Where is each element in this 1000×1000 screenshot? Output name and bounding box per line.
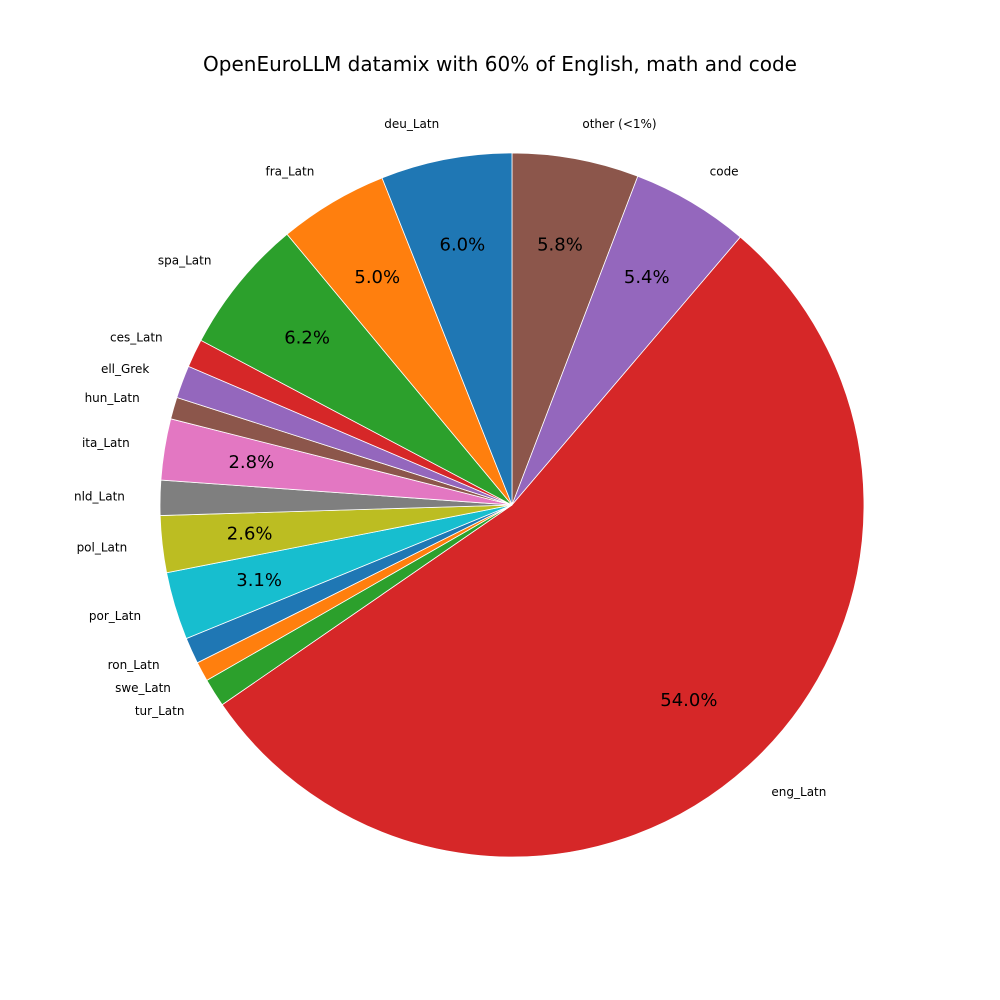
- pie-slice-spa-latn: [200, 233, 513, 506]
- pie-slice-other-1: [511, 152, 639, 506]
- pie-slice-deu-latn: [381, 152, 513, 506]
- slice-label: ces_Latn: [110, 331, 163, 345]
- slice-percent-label: 3.1%: [236, 570, 282, 591]
- slice-label: tur_Latn: [135, 704, 185, 718]
- slice-label: code: [710, 165, 739, 179]
- slice-label: swe_Latn: [115, 681, 171, 695]
- slice-percent-label: 2.6%: [227, 523, 273, 544]
- slice-label: other (<1%): [582, 117, 656, 131]
- slice-label: por_Latn: [89, 609, 141, 623]
- slice-percent-label: 5.4%: [624, 267, 670, 288]
- slice-label: pol_Latn: [77, 541, 128, 555]
- slice-label: hun_Latn: [85, 391, 140, 405]
- slice-label: ita_Latn: [82, 436, 130, 450]
- slice-percent-label: 2.8%: [228, 452, 274, 473]
- slice-percent-label: 5.8%: [537, 234, 583, 255]
- slice-label: eng_Latn: [771, 785, 826, 799]
- slice-label: nld_Latn: [74, 490, 125, 504]
- slice-percent-label: 6.2%: [284, 328, 330, 349]
- slice-percent-label: 54.0%: [660, 690, 717, 711]
- slice-label: spa_Latn: [158, 253, 212, 267]
- slice-label: ell_Grek: [101, 362, 149, 376]
- pie-slice-eng-latn: [221, 236, 865, 858]
- chart-title: OpenEuroLLM datamix with 60% of English,…: [203, 52, 797, 76]
- slice-percent-label: 5.0%: [354, 267, 400, 288]
- slice-label: deu_Latn: [384, 117, 439, 131]
- slice-label: ron_Latn: [108, 658, 160, 672]
- slice-percent-label: 6.0%: [440, 235, 486, 256]
- slice-label: fra_Latn: [265, 165, 314, 179]
